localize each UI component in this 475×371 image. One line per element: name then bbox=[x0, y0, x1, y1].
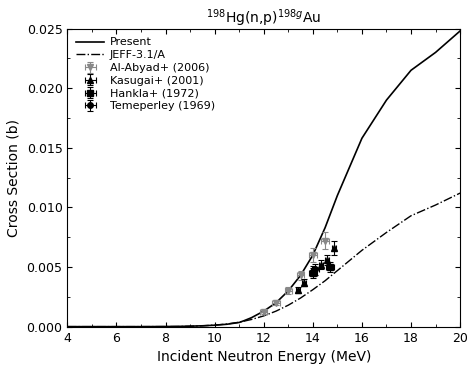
Present bbox=[310, 253, 316, 257]
JEFF-3.1/A bbox=[359, 248, 365, 253]
Present bbox=[457, 29, 463, 33]
Present bbox=[237, 320, 242, 325]
Present bbox=[89, 324, 95, 329]
Present bbox=[433, 50, 438, 55]
Y-axis label: Cross Section (b): Cross Section (b) bbox=[7, 119, 21, 237]
JEFF-3.1/A bbox=[65, 324, 70, 329]
X-axis label: Incident Neutron Energy (MeV): Incident Neutron Energy (MeV) bbox=[157, 350, 371, 364]
JEFF-3.1/A bbox=[310, 288, 316, 292]
JEFF-3.1/A bbox=[114, 324, 119, 329]
Present bbox=[224, 322, 230, 326]
JEFF-3.1/A bbox=[384, 230, 389, 235]
Present bbox=[200, 324, 205, 328]
JEFF-3.1/A bbox=[237, 320, 242, 325]
JEFF-3.1/A bbox=[163, 324, 169, 329]
JEFF-3.1/A bbox=[457, 191, 463, 195]
Present bbox=[65, 324, 70, 329]
Present bbox=[285, 289, 291, 293]
Present bbox=[175, 324, 180, 329]
Present bbox=[187, 324, 193, 328]
Present bbox=[241, 318, 247, 323]
JEFF-3.1/A bbox=[89, 324, 95, 329]
Present bbox=[114, 324, 119, 329]
JEFF-3.1/A bbox=[408, 214, 414, 218]
Present bbox=[408, 68, 414, 72]
JEFF-3.1/A bbox=[248, 317, 254, 322]
JEFF-3.1/A bbox=[273, 309, 279, 313]
JEFF-3.1/A bbox=[285, 303, 291, 308]
JEFF-3.1/A bbox=[298, 296, 304, 300]
Present bbox=[322, 226, 328, 230]
JEFF-3.1/A bbox=[224, 322, 230, 326]
Line: JEFF-3.1/A: JEFF-3.1/A bbox=[67, 193, 460, 326]
Line: Present: Present bbox=[67, 31, 460, 326]
Title: $^{198}$Hg(n,p)$^{198g}$Au: $^{198}$Hg(n,p)$^{198g}$Au bbox=[206, 7, 322, 29]
Present bbox=[138, 324, 144, 329]
JEFF-3.1/A bbox=[138, 324, 144, 329]
Present bbox=[261, 309, 266, 313]
JEFF-3.1/A bbox=[187, 324, 193, 328]
JEFF-3.1/A bbox=[175, 324, 180, 329]
Present bbox=[298, 273, 304, 278]
Present bbox=[273, 301, 279, 305]
Present bbox=[212, 323, 218, 328]
JEFF-3.1/A bbox=[261, 314, 266, 318]
JEFF-3.1/A bbox=[433, 203, 438, 207]
Present bbox=[334, 193, 340, 198]
JEFF-3.1/A bbox=[334, 268, 340, 273]
JEFF-3.1/A bbox=[212, 323, 218, 327]
JEFF-3.1/A bbox=[200, 324, 205, 328]
Legend: Present, JEFF-3.1/A, Al-Abyad+ (2006), Kasugai+ (2001), Hankla+ (1972), Temeperl: Present, JEFF-3.1/A, Al-Abyad+ (2006), K… bbox=[73, 34, 218, 115]
Present bbox=[384, 98, 389, 102]
JEFF-3.1/A bbox=[322, 279, 328, 283]
Present bbox=[248, 315, 254, 320]
Present bbox=[359, 136, 365, 141]
Present bbox=[163, 324, 169, 329]
